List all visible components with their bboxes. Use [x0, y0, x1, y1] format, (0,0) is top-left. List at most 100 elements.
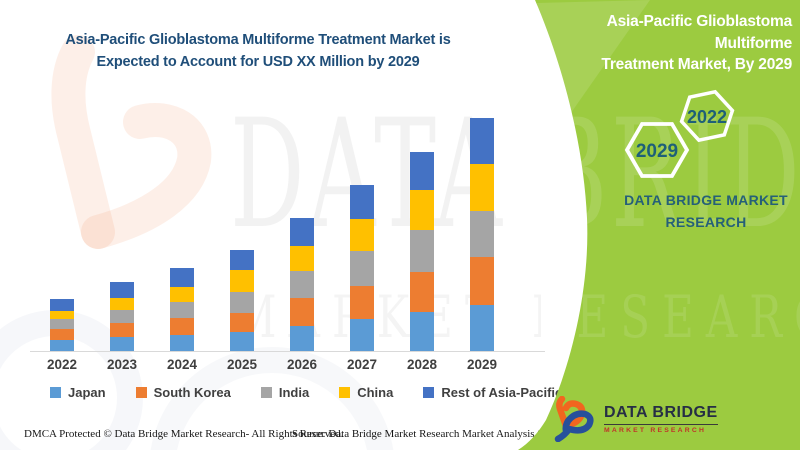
bar-segment-india-2023 [110, 310, 134, 323]
panel-title: Asia-Pacific Glioblastoma Multiforme Tre… [540, 11, 792, 76]
x-tick-label-2022: 2022 [46, 357, 78, 372]
x-tick-label-2028: 2028 [406, 357, 438, 372]
bar-stack-2022 [50, 299, 74, 351]
legend-label-japan: Japan [68, 385, 106, 400]
bar-segment-india-2029 [470, 211, 494, 257]
legend-item-rest-of-asia-pacific: Rest of Asia-Pacific [423, 385, 562, 400]
legend-swatch-rest-of-asia-pacific [423, 387, 435, 398]
chart-title: Asia-Pacific Glioblastoma Multiforme Tre… [40, 30, 476, 74]
bar-segment-south-korea-2028 [410, 272, 434, 312]
hexagon-2029 [624, 122, 690, 178]
x-tick-label-2026: 2026 [286, 357, 318, 372]
bar-column-2029 [452, 95, 512, 351]
bar-column-2023 [92, 95, 152, 351]
legend-swatch-japan [50, 387, 61, 398]
bar-column-2028 [392, 95, 452, 351]
bar-segment-rest-of-asia-pacific-2029 [470, 118, 494, 164]
legend-item-japan: Japan [50, 385, 106, 400]
chart-title-line2: Expected to Account for USD XX Million b… [96, 53, 420, 70]
bar-segment-china-2026 [290, 246, 314, 271]
bar-segment-rest-of-asia-pacific-2022 [50, 299, 74, 311]
bar-segment-japan-2025 [230, 332, 254, 351]
bar-segment-japan-2026 [290, 326, 314, 351]
hexagon-2029-label: 2029 [636, 141, 678, 162]
panel-title-line2: Treatment Market, By 2029 [601, 56, 792, 74]
bar-segment-japan-2022 [50, 340, 74, 351]
bar-segment-india-2026 [290, 271, 314, 298]
bar-segment-rest-of-asia-pacific-2023 [110, 282, 134, 298]
x-labels-row: 2022 2023 2024 2025 2026 2027 2028 2029 [32, 357, 512, 372]
dmca-notice: DMCA Protected © Data Bridge Market Rese… [24, 428, 344, 440]
bar-segment-japan-2029 [470, 305, 494, 351]
bar-segment-china-2023 [110, 298, 134, 310]
legend-swatch-south-korea [135, 387, 147, 398]
bar-column-2022 [32, 95, 92, 351]
bar-segment-japan-2028 [410, 312, 434, 351]
source-note: Source: Data Bridge Market Research Mark… [292, 428, 588, 440]
bar-column-2027 [332, 95, 392, 351]
legend-item-india: India [260, 385, 309, 400]
legend-swatch-india [260, 387, 272, 398]
bar-column-2024 [152, 95, 212, 351]
hexagon-2022 [679, 89, 735, 143]
bar-segment-japan-2027 [350, 319, 374, 351]
bar-segment-china-2027 [350, 219, 374, 251]
bar-segment-south-korea-2022 [50, 329, 74, 340]
x-axis-line [30, 351, 545, 352]
bar-stack-2028 [410, 152, 434, 351]
bar-stack-2024 [170, 268, 194, 351]
bar-segment-rest-of-asia-pacific-2024 [170, 268, 194, 287]
bar-segment-south-korea-2026 [290, 298, 314, 326]
bar-segment-india-2025 [230, 292, 254, 313]
bar-segment-south-korea-2029 [470, 257, 494, 305]
bar-segment-rest-of-asia-pacific-2025 [230, 250, 254, 270]
bar-segment-china-2029 [470, 164, 494, 211]
hexagon-2022-label: 2022 [687, 107, 727, 127]
bar-segment-south-korea-2025 [230, 313, 254, 332]
chart-title-line1: Asia-Pacific Glioblastoma Multiforme Tre… [65, 32, 451, 48]
x-tick-label-2027: 2027 [346, 357, 378, 372]
bar-segment-china-2024 [170, 287, 194, 302]
bar-segment-rest-of-asia-pacific-2026 [290, 218, 314, 246]
legend-item-south-korea: South Korea [135, 385, 231, 400]
bar-segment-china-2028 [410, 190, 434, 230]
bar-stack-2029 [470, 118, 494, 351]
panel-brand-text: DATA BRIDGE MARKET RESEARCH [624, 192, 788, 230]
bar-segment-south-korea-2024 [170, 318, 194, 335]
logo-subtext: MARKET RESEARCH [604, 423, 718, 434]
bar-segment-india-2022 [50, 319, 74, 329]
bar-segment-rest-of-asia-pacific-2027 [350, 185, 374, 219]
logo-name: DATA BRIDGE [604, 404, 718, 422]
data-bridge-b-icon [554, 396, 594, 442]
panel-title-line1: Asia-Pacific Glioblastoma Multiforme [606, 13, 793, 52]
x-tick-label-2024: 2024 [166, 357, 198, 372]
bar-stack-2023 [110, 282, 134, 351]
bar-stack-2025 [230, 250, 254, 351]
bar-segment-rest-of-asia-pacific-2028 [410, 152, 434, 190]
bar-segment-india-2028 [410, 230, 434, 272]
x-tick-label-2023: 2023 [106, 357, 138, 372]
company-logo: DATA BRIDGE MARKET RESEARCH [554, 396, 718, 442]
legend-item-china: China [339, 385, 393, 400]
legend-label-rest-of-asia-pacific: Rest of Asia-Pacific [441, 385, 563, 400]
bar-stack-2026 [290, 218, 314, 351]
bar-segment-china-2022 [50, 311, 74, 319]
legend: Japan South Korea India China Rest of Asia-P… [50, 385, 562, 400]
bar-segment-south-korea-2027 [350, 286, 374, 319]
x-tick-label-2029: 2029 [466, 357, 498, 372]
legend-label-china: China [357, 385, 394, 400]
legend-label-south-korea: South Korea [153, 385, 231, 400]
bar-segment-india-2024 [170, 302, 194, 318]
bar-column-2026 [272, 95, 332, 351]
hexagon-badges: 2022 2029 [624, 89, 735, 178]
bar-segment-china-2025 [230, 270, 254, 292]
bar-segment-india-2027 [350, 251, 374, 286]
legend-swatch-china [339, 387, 351, 398]
logo-text: DATA BRIDGE MARKET RESEARCH [604, 404, 718, 434]
bars-row [32, 95, 512, 351]
bar-segment-south-korea-2023 [110, 323, 134, 337]
bar-segment-japan-2024 [170, 335, 194, 351]
bar-stack-2027 [350, 185, 374, 351]
